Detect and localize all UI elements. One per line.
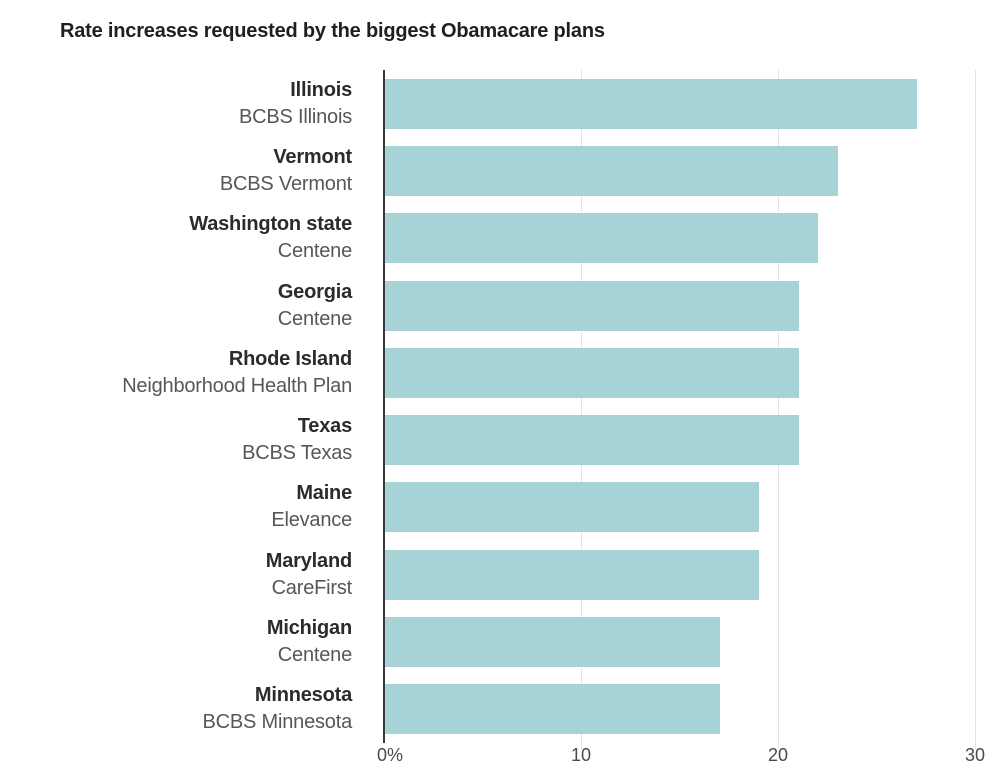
- category-label: Michigan Centene: [0, 615, 384, 669]
- state-label: Maine: [296, 482, 352, 505]
- gridline-10: [581, 70, 582, 749]
- bar-washington-state: [385, 213, 819, 264]
- plan-label: CareFirst: [271, 576, 353, 599]
- category-label: Maryland CareFirst: [0, 548, 384, 602]
- bar-rhode-island: [385, 347, 799, 398]
- category-label: Washington state Centene: [0, 211, 384, 265]
- bar-illinois: [385, 78, 917, 129]
- chart-row: Minnesota BCBS Minnesota: [0, 676, 1003, 743]
- bar-track: [384, 617, 1003, 668]
- chart-row: Georgia Centene: [0, 272, 1003, 339]
- category-label: Illinois BCBS Illinois: [0, 77, 384, 131]
- state-label: Rhode Island: [228, 347, 352, 370]
- bar-track: [384, 415, 1003, 466]
- plan-label: Elevance: [271, 509, 352, 532]
- plan-label: BCBS Vermont: [219, 172, 352, 195]
- bar-track: [384, 280, 1003, 331]
- plan-label: Centene: [277, 307, 352, 330]
- gridline-20: [778, 70, 779, 749]
- plan-label: Centene: [277, 644, 352, 667]
- chart-row: Vermont BCBS Vermont: [0, 137, 1003, 204]
- bar-track: [384, 78, 1003, 129]
- bar-track: [384, 482, 1003, 533]
- state-label: Illinois: [290, 78, 352, 101]
- x-tick-label-10: 10: [570, 745, 592, 765]
- state-label: Michigan: [266, 617, 352, 640]
- gridline-30: [975, 70, 976, 749]
- chart-row: Michigan Centene: [0, 608, 1003, 675]
- plan-label: BCBS Illinois: [239, 105, 352, 128]
- category-label: Rhode Island Neighborhood Health Plan: [0, 346, 384, 400]
- chart-rows: Illinois BCBS Illinois Vermont BCBS Vermont…: [0, 70, 1003, 743]
- chart-row: Rhode Island Neighborhood Health Plan: [0, 339, 1003, 406]
- state-label: Texas: [297, 415, 352, 438]
- bar-track: [384, 347, 1003, 398]
- x-tick-label-30: 30: [964, 745, 986, 765]
- bar-georgia: [385, 280, 799, 331]
- state-label: Minnesota: [254, 684, 352, 707]
- category-label: Maine Elevance: [0, 480, 384, 534]
- chart-title: Rate increases requested by the biggest …: [60, 20, 605, 42]
- state-label: Georgia: [277, 280, 352, 303]
- plan-label: Centene: [277, 240, 352, 263]
- bar-track: [384, 213, 1003, 264]
- category-label: Texas BCBS Texas: [0, 413, 384, 467]
- bar-track: [384, 145, 1003, 196]
- bar-michigan: [385, 617, 720, 668]
- x-tick-label-0: 0%: [376, 745, 404, 765]
- chart-row: Maryland CareFirst: [0, 541, 1003, 608]
- chart-row: Texas BCBS Texas: [0, 406, 1003, 473]
- bar-minnesota: [385, 684, 720, 735]
- state-label: Maryland: [265, 549, 352, 572]
- plan-label: BCBS Minnesota: [202, 711, 353, 734]
- zero-baseline: [383, 70, 385, 743]
- state-label: Washington state: [189, 213, 352, 236]
- chart-row: Illinois BCBS Illinois: [0, 70, 1003, 137]
- chart-row: Maine Elevance: [0, 474, 1003, 541]
- bar-vermont: [385, 145, 839, 196]
- category-label: Georgia Centene: [0, 279, 384, 333]
- chart-row: Washington state Centene: [0, 205, 1003, 272]
- bar-track: [384, 684, 1003, 735]
- plot-area: [383, 70, 1003, 749]
- bar-maryland: [385, 549, 760, 600]
- bar-maine: [385, 482, 760, 533]
- plan-label: Neighborhood Health Plan: [122, 374, 352, 397]
- bar-track: [384, 549, 1003, 600]
- bar-texas: [385, 415, 799, 466]
- plan-label: BCBS Texas: [242, 442, 352, 465]
- category-label: Minnesota BCBS Minnesota: [0, 682, 384, 736]
- category-label: Vermont BCBS Vermont: [0, 144, 384, 198]
- x-tick-label-20: 20: [767, 745, 789, 765]
- state-label: Vermont: [273, 145, 352, 168]
